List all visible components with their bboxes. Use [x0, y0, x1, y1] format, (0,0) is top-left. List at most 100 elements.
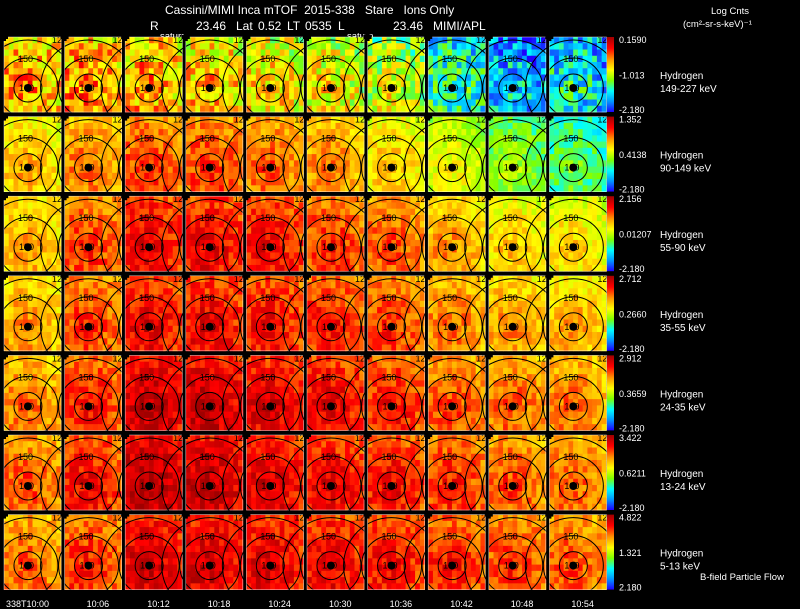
pixel-cell: [345, 122, 351, 130]
pixel-cell: [167, 49, 174, 57]
panel-corner-marker: [62, 112, 67, 121]
pixel-cell: [265, 62, 271, 69]
pixel-cell: [153, 122, 159, 130]
pixel-cell: [74, 74, 80, 82]
pixel-cell: [88, 239, 94, 247]
pixel-cell: [321, 185, 327, 192]
pixel-cell: [432, 179, 439, 186]
pixel-cell: [172, 208, 178, 216]
pixel-cell: [541, 129, 547, 136]
pixel-cell: [447, 43, 453, 50]
pixel-cell: [69, 55, 75, 63]
pixel-cell: [255, 239, 262, 247]
pixel-cell: [573, 99, 579, 107]
pixel-cell: [125, 227, 131, 235]
pixel-cell: [372, 147, 378, 155]
pixel-cell: [274, 99, 281, 107]
pixel-cell: [493, 129, 499, 136]
pixel-cell: [69, 282, 75, 289]
pixel-cell: [307, 172, 313, 180]
pixel-cell: [260, 43, 266, 50]
pixel-cell: [442, 141, 448, 149]
contour-circle: [134, 73, 164, 103]
pixel-cell: [475, 116, 481, 124]
pixel-cell: [554, 227, 560, 235]
pixel-cell: [558, 122, 565, 130]
pixel-cell: [88, 99, 94, 107]
pixel-cell: [74, 246, 80, 253]
pixel-cell: [470, 55, 477, 63]
pixel-cell: [4, 313, 10, 320]
pixel-cell: [432, 93, 439, 100]
pixel-cell: [498, 252, 504, 260]
pixel-cell: [274, 160, 281, 167]
pixel-cell: [69, 93, 75, 100]
pixel-cell: [307, 116, 313, 124]
pixel-cell: [139, 93, 145, 100]
pixel-cell: [536, 239, 542, 247]
pixel-cell: [88, 55, 94, 63]
pixel-cell: [442, 160, 448, 167]
pixel-cell: [148, 233, 155, 241]
pixel-cell: [116, 147, 122, 155]
pixel-cell: [18, 246, 24, 253]
pixel-cell: [190, 214, 196, 222]
pixel-cell: [251, 172, 257, 180]
pixel-cell: [139, 258, 145, 266]
pixel-cell: [410, 166, 416, 174]
pixel-cell: [601, 147, 607, 155]
pixel-cell: [204, 129, 210, 136]
pixel-cell: [200, 49, 206, 57]
pixel-cell: [480, 116, 486, 124]
pixel-cell: [335, 147, 341, 155]
pixel-cell: [284, 87, 290, 94]
pixel-cell: [410, 208, 416, 216]
pixel-cell: [83, 344, 89, 352]
pixel-cell: [88, 122, 94, 130]
pixel-cell: [158, 282, 164, 289]
pixel-cell: [601, 129, 607, 136]
pixel-cell: [428, 62, 434, 69]
pixel-cell: [386, 264, 392, 272]
pixel-cell: [554, 87, 560, 94]
pixel-cell: [83, 185, 89, 192]
pixel-cell: [592, 239, 598, 247]
pixel-cell: [573, 93, 579, 100]
pixel-cell: [223, 154, 229, 161]
pixel-cell: [596, 80, 603, 88]
pixel-cell: [582, 43, 588, 50]
pixel-cell: [27, 74, 33, 82]
pixel-cell: [270, 49, 276, 57]
pixel-cell: [367, 246, 373, 253]
pixel-cell: [246, 227, 252, 235]
pixel-cell: [13, 221, 19, 228]
pixel-cell: [592, 252, 598, 260]
pixel-cell: [410, 202, 416, 210]
l-value: 23.46: [393, 19, 424, 33]
pixel-cell: [125, 87, 131, 94]
pixel-cell: [112, 208, 118, 216]
pixel-cell: [466, 202, 472, 210]
pixel-cell: [577, 202, 584, 210]
pixel-cell: [526, 141, 532, 149]
pixel-cell: [321, 147, 327, 155]
pixel-cell: [185, 122, 191, 130]
pixel-cell: [367, 214, 373, 222]
pixel-cell: [83, 147, 89, 155]
pixel-cell: [372, 214, 378, 222]
pixel-cell: [377, 116, 383, 124]
pixel-cell: [284, 49, 290, 57]
pixel-cell: [204, 147, 210, 155]
pixel-cell: [293, 43, 300, 50]
pixel-cell: [284, 185, 290, 192]
pixel-cell: [307, 129, 313, 136]
pixel-cell: [601, 141, 607, 149]
pixel-cell: [289, 49, 295, 57]
pixel-cell: [345, 80, 351, 88]
pixel-cell: [56, 179, 62, 186]
pixel-cell: [134, 221, 140, 228]
pixel-cell: [475, 93, 481, 100]
panel-corner-marker: [183, 112, 188, 121]
pixel-cell: [372, 246, 378, 253]
contour-label: 150: [503, 213, 518, 223]
